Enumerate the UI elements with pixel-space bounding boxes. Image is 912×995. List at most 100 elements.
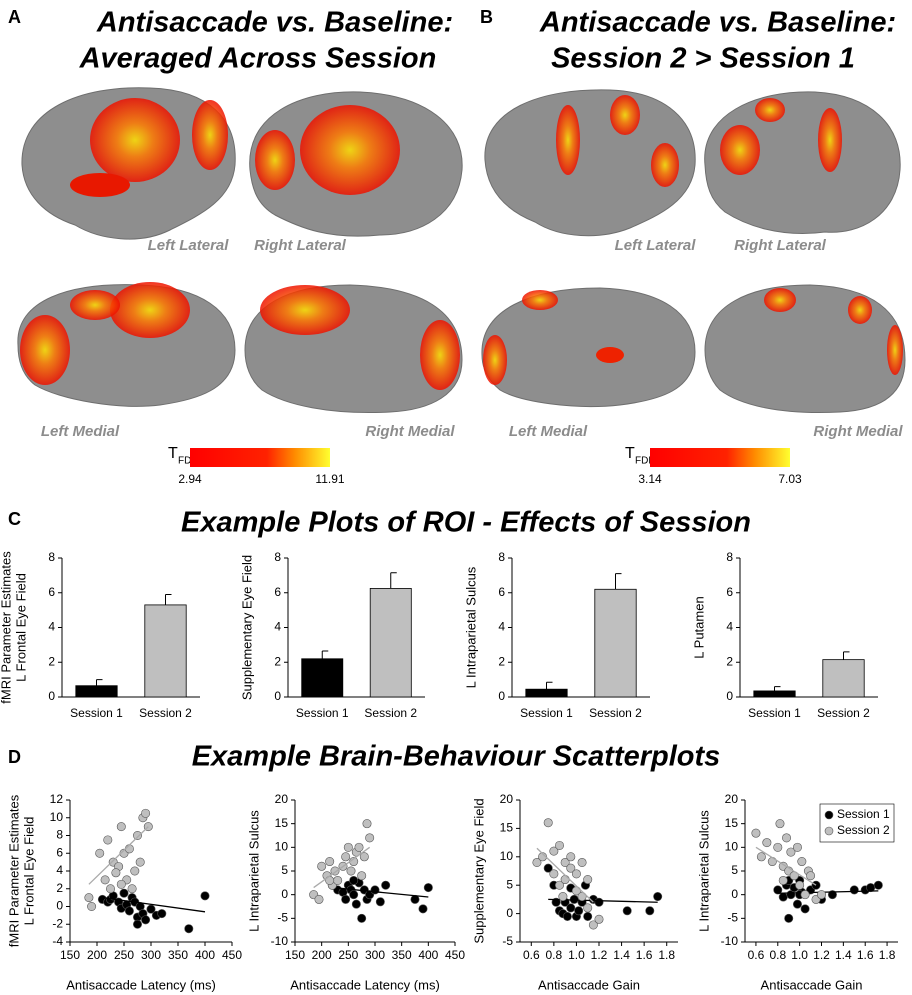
point (125, 907, 133, 915)
panel-label: D (8, 747, 21, 767)
point (133, 920, 141, 928)
point (779, 893, 787, 901)
y-axis-label: fMRI Parameter Estimates (0, 551, 13, 704)
y-tick-label: 8 (274, 550, 281, 564)
x-tick-label: 1.6 (636, 948, 653, 962)
point (752, 829, 760, 837)
y-tick-label: 20 (500, 792, 514, 806)
y-tick-label: 0 (506, 906, 513, 920)
x-tick-label: 300 (141, 948, 161, 962)
brain-images (18, 88, 462, 413)
point (850, 886, 858, 894)
point (795, 881, 803, 889)
point (544, 819, 552, 827)
bar (595, 589, 636, 697)
point (131, 867, 139, 875)
x-axis-label: Antisaccade Latency (ms) (66, 977, 216, 992)
point (352, 900, 360, 908)
legend-swatch (825, 827, 833, 835)
section-title: Example Plots of ROI - Effects of Sessio… (181, 507, 751, 539)
y-tick-label: 0 (726, 689, 733, 703)
colorbar-max: 7.03 (778, 472, 802, 486)
y-axis-label: Supplementary Eye Field (239, 555, 254, 700)
y-tick-label: -2 (52, 916, 63, 930)
y-tick-label: 2 (726, 654, 733, 668)
x-tick-label: 400 (195, 948, 215, 962)
x-tick-label: Session 2 (364, 706, 417, 720)
point (136, 858, 144, 866)
bar (302, 659, 343, 697)
point (793, 843, 801, 851)
x-tick-label: 450 (222, 948, 242, 962)
y-tick-label: 15 (275, 816, 289, 830)
y-tick-label: 0 (281, 887, 288, 901)
point (559, 892, 567, 900)
view-label: Right Lateral (734, 237, 827, 254)
point (584, 875, 592, 883)
point (341, 853, 349, 861)
bar (145, 605, 186, 697)
bar (823, 660, 864, 697)
y-tick-label: 0 (498, 689, 505, 703)
legend-label: Session 1 (837, 807, 890, 821)
y-tick-label: 20 (725, 792, 739, 806)
point (365, 834, 373, 842)
point (104, 836, 112, 844)
point (801, 905, 809, 913)
x-tick-label: 0.6 (748, 948, 765, 962)
point (793, 900, 801, 908)
section-title: Example Brain-Behaviour Scatterplots (192, 741, 721, 773)
x-tick-label: 150 (285, 948, 305, 962)
point (341, 895, 349, 903)
point (128, 885, 136, 893)
x-axis-label: Antisaccade Gain (538, 977, 640, 992)
point (779, 876, 787, 884)
x-tick-label: Session 2 (589, 706, 642, 720)
error-bar (322, 651, 328, 659)
x-tick-label: 350 (168, 948, 188, 962)
point (141, 916, 149, 924)
x-axis-label: Antisaccade Gain (761, 977, 863, 992)
point (349, 876, 357, 884)
y-tick-label: 8 (726, 550, 733, 564)
point (550, 870, 558, 878)
point (344, 843, 352, 851)
point (117, 822, 125, 830)
y-tick-label: 4 (498, 620, 505, 634)
point (87, 902, 95, 910)
y-tick-label: 4 (274, 620, 281, 634)
y-tick-label: 6 (48, 585, 55, 599)
y-tick-label: 0 (56, 899, 63, 913)
x-tick-label: 400 (418, 948, 438, 962)
point (349, 890, 357, 898)
y-tick-label: 6 (726, 585, 733, 599)
x-tick-label: 0.8 (546, 948, 563, 962)
y-tick-label: 10 (725, 840, 739, 854)
point (584, 904, 592, 912)
y-axis-label: L Intraparietal Sulcus (246, 810, 261, 932)
point (567, 853, 575, 861)
error-bar (391, 573, 397, 589)
point (806, 872, 814, 880)
x-tick-label: 0.8 (769, 948, 786, 962)
point (333, 876, 341, 884)
y-tick-label: 5 (506, 877, 513, 891)
y-tick-label: 20 (275, 792, 289, 806)
point (381, 881, 389, 889)
point (106, 885, 114, 893)
x-tick-label: Session 1 (296, 706, 349, 720)
y-axis-label: L Intraparietal Sulcus (463, 566, 478, 688)
y-tick-label: 4 (726, 620, 733, 634)
y-tick-label: -10 (721, 934, 739, 948)
point (653, 892, 661, 900)
colorbar-symbol: T (168, 445, 178, 462)
view-label: Right Medial (365, 423, 455, 440)
x-tick-label: 1.4 (613, 948, 630, 962)
x-tick-label: 250 (114, 948, 134, 962)
point (574, 907, 582, 915)
y-tick-label: 4 (48, 620, 55, 634)
point (817, 890, 825, 898)
point (185, 924, 193, 932)
y-tick-label: 12 (50, 792, 64, 806)
x-tick-label: 1.0 (791, 948, 808, 962)
